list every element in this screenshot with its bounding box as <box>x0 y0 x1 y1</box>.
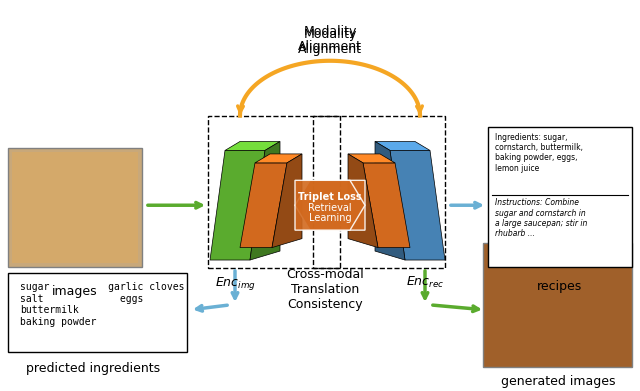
Polygon shape <box>295 180 365 230</box>
Text: Retrieval: Retrieval <box>308 203 352 213</box>
Polygon shape <box>375 142 430 151</box>
FancyBboxPatch shape <box>12 152 138 263</box>
FancyBboxPatch shape <box>483 243 632 367</box>
Polygon shape <box>240 163 287 248</box>
Text: $Enc_{rec}$: $Enc_{rec}$ <box>406 275 444 290</box>
Text: Ingredients: sugar,
cornstarch, buttermilk,
baking powder, eggs,
lemon juice: Ingredients: sugar, cornstarch, buttermi… <box>495 133 583 173</box>
Polygon shape <box>255 154 302 163</box>
Polygon shape <box>250 142 280 260</box>
Polygon shape <box>210 151 265 260</box>
Text: Learning: Learning <box>308 213 351 223</box>
Text: Triplet Loss: Triplet Loss <box>298 192 362 202</box>
FancyBboxPatch shape <box>8 149 142 267</box>
Text: images: images <box>52 285 98 298</box>
Polygon shape <box>363 163 410 248</box>
Text: Modality
Alignment: Modality Alignment <box>298 28 362 56</box>
Text: Modality
Alignment: Modality Alignment <box>298 25 362 53</box>
Polygon shape <box>348 154 395 163</box>
FancyBboxPatch shape <box>8 273 187 352</box>
Polygon shape <box>295 180 365 230</box>
Polygon shape <box>390 151 445 260</box>
Text: sugar          garlic cloves
salt             eggs
buttermilk
baking powder: sugar garlic cloves salt eggs buttermilk… <box>20 282 184 327</box>
Text: recipes: recipes <box>538 280 582 293</box>
Text: predicted ingredients: predicted ingredients <box>26 362 160 375</box>
Polygon shape <box>375 142 405 260</box>
Text: Cross-modal
Translation
Consistency: Cross-modal Translation Consistency <box>286 268 364 311</box>
Polygon shape <box>348 154 378 248</box>
Polygon shape <box>225 142 280 151</box>
Polygon shape <box>272 154 302 248</box>
FancyBboxPatch shape <box>488 127 632 267</box>
Text: Instructions: Combine
sugar and cornstarch in
a large saucepan; stir in
rhubarb : Instructions: Combine sugar and cornstar… <box>495 198 588 239</box>
Text: $Enc_{img}$: $Enc_{img}$ <box>214 275 255 292</box>
Text: generated images: generated images <box>500 375 615 387</box>
